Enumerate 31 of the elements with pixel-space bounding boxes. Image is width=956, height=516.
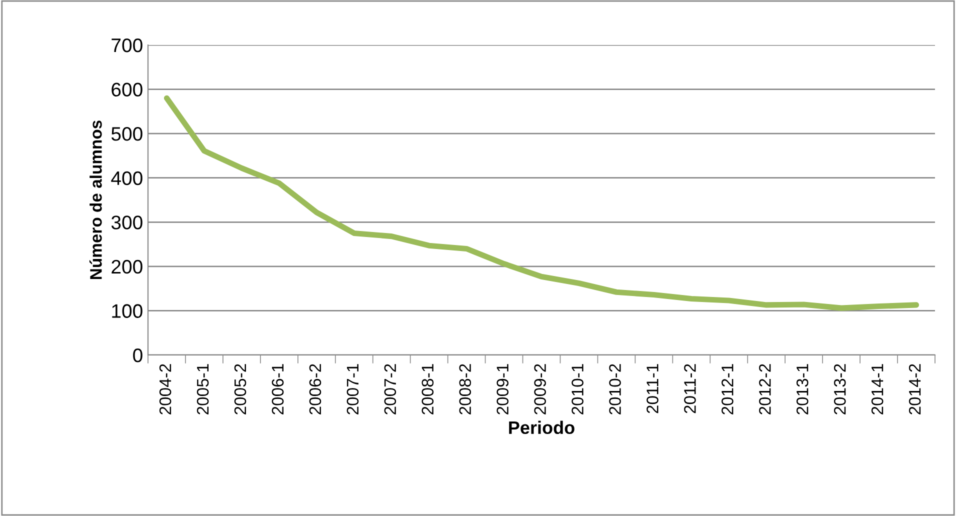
x-axis-title: Periodo (509, 420, 574, 434)
x-tick-label: 2013-2 (834, 364, 846, 414)
y-tick-label: 500 (111, 127, 142, 141)
x-tick-label: 2011-1 (646, 364, 658, 414)
x-tick-label: 2006-1 (272, 364, 284, 414)
x-tick-label: 2007-2 (384, 364, 396, 414)
y-tick-label: 300 (111, 216, 142, 230)
x-tick-label: 2008-1 (422, 364, 434, 414)
x-tick-label: 2013-1 (796, 364, 808, 414)
y-tick-label: 0 (133, 348, 142, 362)
y-tick-label: 400 (111, 171, 142, 186)
x-tick-label: 2004-2 (159, 364, 172, 414)
x-tick-label: 2008-2 (459, 364, 472, 414)
y-axis-title: Número de alumnos (89, 120, 102, 279)
x-tick-label: 2007-1 (346, 364, 359, 414)
y-tick-label: 200 (112, 260, 142, 274)
x-tick-label: 2006-2 (309, 364, 322, 414)
y-tick-label: 100 (112, 304, 142, 318)
x-tick-label: 2014-1 (871, 364, 884, 414)
y-tick-label: 700 (112, 38, 142, 52)
x-tick-label: 2011-2 (684, 364, 696, 414)
x-tick-label: 2005-1 (196, 364, 209, 414)
x-tick-label: 2005-2 (234, 364, 246, 414)
x-tick-label: 2010-2 (609, 364, 621, 414)
x-tick-label: 2012-2 (759, 364, 771, 414)
x-tick-label: 2012-1 (722, 364, 734, 414)
x-tick-label: 2009-2 (534, 364, 546, 414)
y-tick-label: 600 (112, 82, 142, 97)
x-tick-label: 2009-1 (496, 364, 508, 414)
x-tick-label: 2014-2 (908, 364, 921, 414)
x-tick-label: 2010-1 (572, 364, 584, 414)
